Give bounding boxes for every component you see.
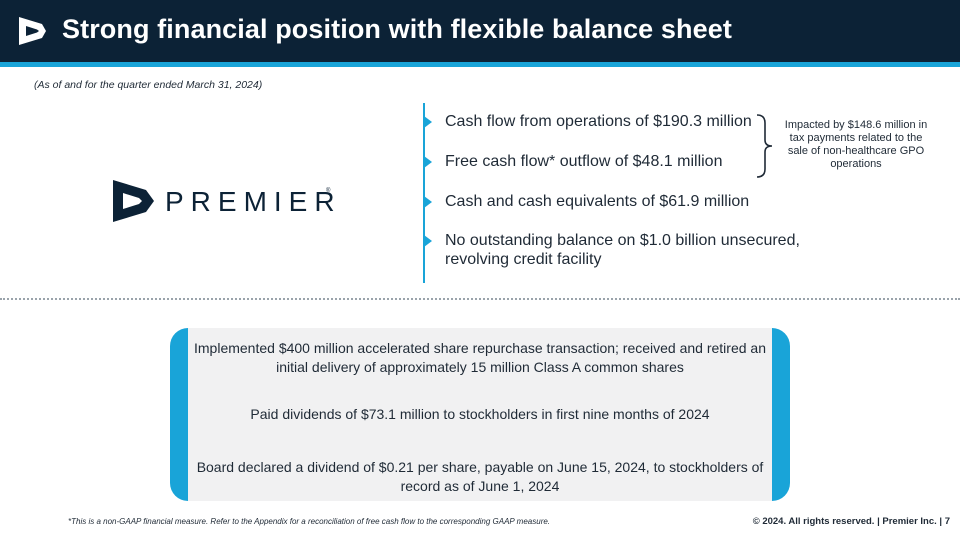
bullet-text: Free cash flow* outflow of $48.1 million <box>445 153 723 170</box>
header-accent-stripe <box>0 62 960 67</box>
title-bar: Strong financial position with flexible … <box>0 0 960 62</box>
tax-impact-note: Impacted by $148.6 million in tax paymen… <box>784 119 928 170</box>
period-subtitle: (As of and for the quarter ended March 3… <box>34 79 263 91</box>
curly-brace-icon <box>756 114 773 178</box>
page-title: Strong financial position with flexible … <box>62 14 732 44</box>
dotted-divider <box>0 298 960 300</box>
triangle-bullet-icon <box>424 235 432 247</box>
vertical-divider <box>423 103 425 283</box>
bullet-text: No outstanding balance on $1.0 billion u… <box>445 232 800 268</box>
capital-action-item: Board declared a dividend of $0.21 per s… <box>196 459 764 494</box>
capital-action-item: Implemented $400 million accelerated sha… <box>194 340 766 375</box>
premier-brand-logo: PREMIER ® <box>110 178 340 224</box>
bullet-text: Cash and cash equivalents of $61.9 milli… <box>445 193 750 210</box>
capital-actions-panel <box>188 328 772 501</box>
registered-mark: ® <box>326 188 331 194</box>
footnote: *This is a non-GAAP financial measure. R… <box>68 517 551 526</box>
bullet-text: Cash flow from operations of $190.3 mill… <box>445 113 752 130</box>
premier-mark-icon <box>113 180 154 222</box>
premier-logo-icon <box>19 17 46 45</box>
triangle-bullet-icon <box>424 196 432 208</box>
capital-action-item: Paid dividends of $73.1 million to stock… <box>250 406 710 422</box>
brand-wordmark: PREMIER <box>165 186 342 217</box>
triangle-bullet-icon <box>424 156 432 168</box>
copyright-page-number: © 2024. All rights reserved. | Premier I… <box>752 516 950 527</box>
triangle-bullet-icon <box>424 116 432 128</box>
